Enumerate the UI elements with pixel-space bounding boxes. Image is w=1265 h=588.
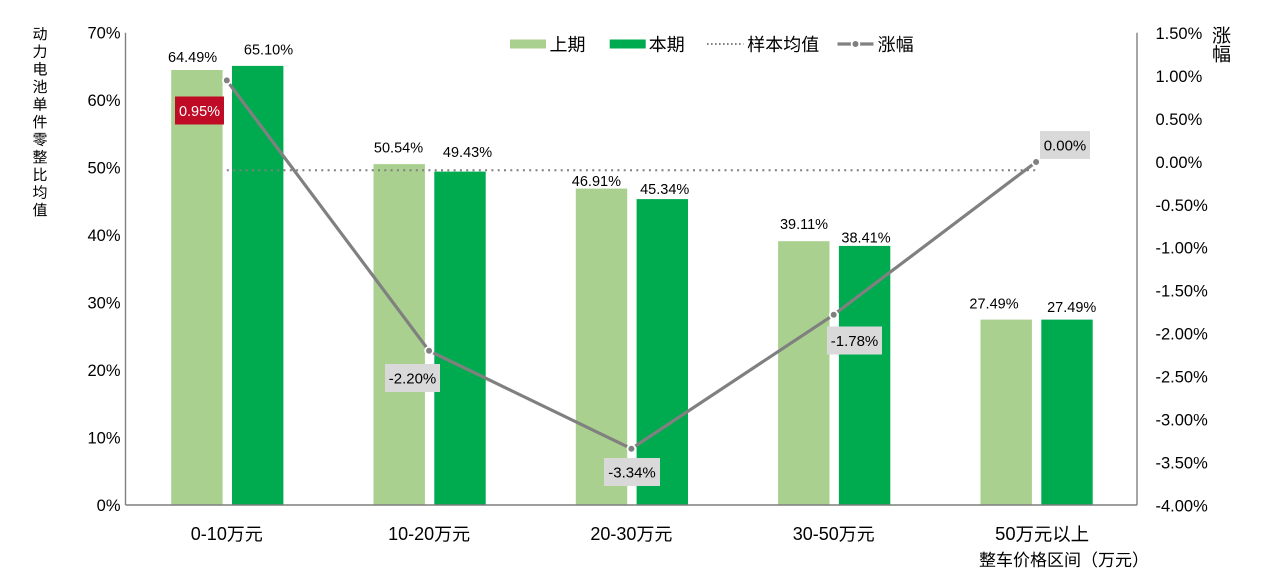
svg-text:0.95%: 0.95% <box>179 104 220 120</box>
svg-text:50%: 50% <box>87 160 120 178</box>
svg-text:30-50: 30-50 <box>793 524 839 544</box>
svg-text:0%: 0% <box>97 497 121 515</box>
svg-text:45.34%: 45.34% <box>640 182 689 198</box>
svg-text:50.54%: 50.54% <box>374 141 423 157</box>
svg-text:10%: 10% <box>87 429 120 447</box>
svg-text:30%: 30% <box>87 295 120 313</box>
svg-text:70%: 70% <box>87 25 120 43</box>
svg-text:27.49%: 27.49% <box>1047 300 1096 316</box>
svg-text:-1.50%: -1.50% <box>1156 283 1209 301</box>
svg-text:60%: 60% <box>87 92 120 110</box>
svg-text:0.50%: 0.50% <box>1156 111 1203 129</box>
svg-text:-2.20%: -2.20% <box>389 370 437 387</box>
svg-text:-1.78%: -1.78% <box>831 333 879 350</box>
svg-text:-3.34%: -3.34% <box>608 464 656 481</box>
svg-text:-4.00%: -4.00% <box>1156 497 1209 515</box>
svg-text:27.49%: 27.49% <box>969 297 1018 313</box>
svg-text:39.11%: 39.11% <box>780 217 828 233</box>
svg-text:20%: 20% <box>87 362 120 380</box>
svg-text:0.00%: 0.00% <box>1044 137 1087 154</box>
svg-text:46.91%: 46.91% <box>572 174 621 190</box>
svg-text:64.49%: 64.49% <box>168 50 217 66</box>
svg-text:65.10%: 65.10% <box>244 43 293 59</box>
svg-text:0.00%: 0.00% <box>1156 154 1203 172</box>
svg-text:20-30: 20-30 <box>590 524 636 544</box>
svg-text:-1.00%: -1.00% <box>1156 240 1209 258</box>
svg-text:10-20: 10-20 <box>388 524 434 544</box>
svg-text:38.41%: 38.41% <box>841 231 890 247</box>
svg-text:40%: 40% <box>87 227 120 245</box>
svg-text:-3.00%: -3.00% <box>1156 411 1209 429</box>
svg-text:0-10: 0-10 <box>191 524 227 544</box>
svg-text:-2.00%: -2.00% <box>1156 326 1209 344</box>
svg-text:-3.50%: -3.50% <box>1156 454 1209 472</box>
svg-text:50: 50 <box>995 523 1015 544</box>
svg-text:-0.50%: -0.50% <box>1156 197 1209 215</box>
svg-text:1.50%: 1.50% <box>1156 25 1203 43</box>
svg-text:1.00%: 1.00% <box>1156 68 1203 86</box>
svg-text:-2.50%: -2.50% <box>1156 369 1209 387</box>
svg-text:49.43%: 49.43% <box>443 145 492 161</box>
